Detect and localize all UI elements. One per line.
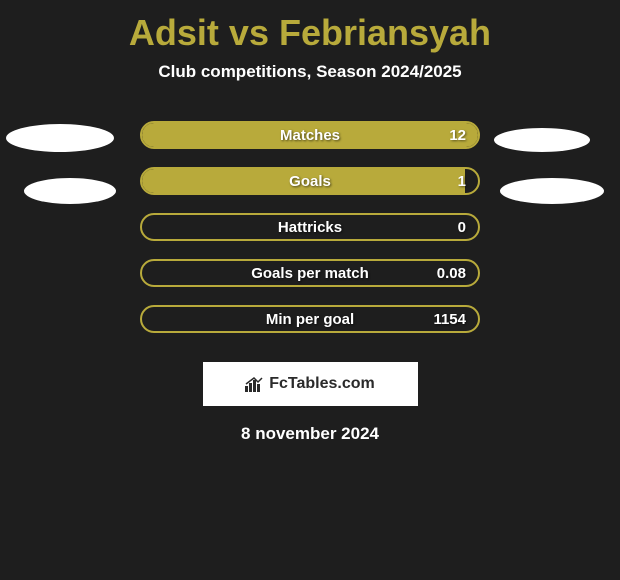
chart-icon — [245, 376, 265, 392]
logo: FcTables.com — [245, 375, 375, 393]
logo-text: FcTables.com — [269, 375, 375, 393]
stat-row: Min per goal 1154 — [0, 296, 620, 342]
page-title: Adsit vs Febriansyah — [0, 0, 620, 62]
stat-bar: Min per goal 1154 — [140, 305, 480, 333]
decorative-ellipse — [6, 124, 114, 152]
stat-value: 1154 — [433, 311, 466, 328]
stat-row: Goals per match 0.08 — [0, 250, 620, 296]
decorative-ellipse — [494, 128, 590, 152]
decorative-ellipse — [24, 178, 116, 204]
stat-label: Goals — [289, 173, 331, 190]
stat-label: Min per goal — [266, 311, 354, 328]
subtitle: Club competitions, Season 2024/2025 — [0, 62, 620, 112]
stat-row: Hattricks 0 — [0, 204, 620, 250]
stat-value: 0.08 — [437, 265, 466, 282]
stat-label: Matches — [280, 127, 340, 144]
stat-value: 1 — [458, 173, 466, 190]
date-text: 8 november 2024 — [0, 424, 620, 444]
stat-label: Hattricks — [278, 219, 342, 236]
stat-bar: Hattricks 0 — [140, 213, 480, 241]
stat-value: 0 — [458, 219, 466, 236]
stat-value: 12 — [449, 127, 466, 144]
stat-bar: Goals per match 0.08 — [140, 259, 480, 287]
decorative-ellipse — [500, 178, 604, 204]
stat-bar: Matches 12 — [140, 121, 480, 149]
stat-bar: Goals 1 — [140, 167, 480, 195]
logo-box: FcTables.com — [203, 362, 418, 406]
stat-label: Goals per match — [251, 265, 369, 282]
